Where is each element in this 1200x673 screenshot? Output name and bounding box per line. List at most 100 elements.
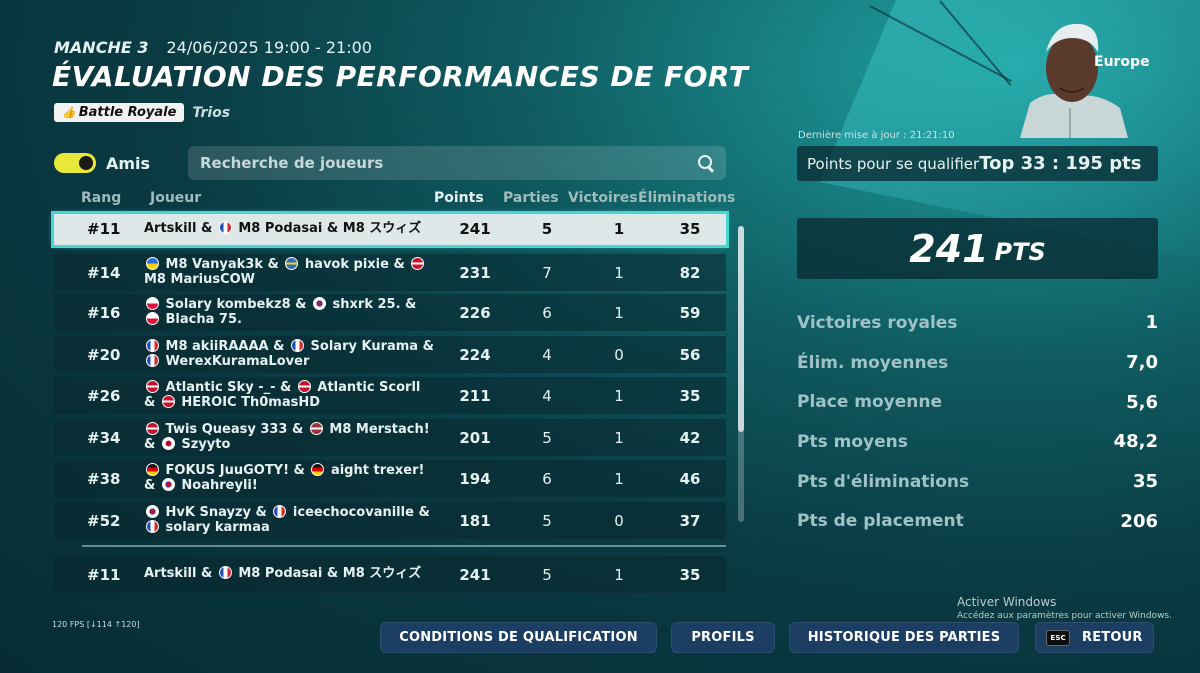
flag-icon xyxy=(146,339,159,352)
leaderboard-row[interactable]: #11 241 5 1 35 Artskill & M8 Podasai & M8 スウィ… xyxy=(51,211,729,248)
search-input[interactable] xyxy=(200,154,698,172)
table-header: Rang Joueur Points Parties Victoires Éli… xyxy=(54,190,735,210)
search-icon[interactable] xyxy=(698,155,714,171)
row-wins: 1 xyxy=(614,304,624,322)
friends-toggle[interactable] xyxy=(54,153,96,173)
row-rank: #16 xyxy=(87,304,121,322)
row-wins: 1 xyxy=(614,566,624,584)
leaderboard-row[interactable]: #34 201 5 1 42 Twis Queasy 333 & M8 Merstach… xyxy=(54,419,726,456)
round-datetime: 24/06/2025 19:00 - 21:00 xyxy=(166,38,372,57)
row-elims: 46 xyxy=(679,470,701,488)
leaderboard-row[interactable]: #20 224 4 0 56 M8 akiiRAAAA & Solary Kurama … xyxy=(54,336,726,373)
row-points: 241 xyxy=(459,566,491,584)
scrollbar[interactable] xyxy=(738,226,744,522)
row-elims: 82 xyxy=(679,264,701,282)
flag-icon xyxy=(297,380,311,393)
row-players: M8 Vanyak3k & havok pixie & M8 MariusCOW xyxy=(144,257,434,287)
row-games: 6 xyxy=(542,304,552,322)
flag-icon xyxy=(291,339,305,352)
qualify-label: Points pour se qualifier xyxy=(807,154,980,173)
stat-row: Place moyenne 5,6 xyxy=(797,382,1158,422)
score-unit: PTS xyxy=(994,237,1046,266)
scrollbar-thumb[interactable] xyxy=(738,226,744,432)
row-rank: #11 xyxy=(87,220,121,238)
thumbs-up-icon: 👍 xyxy=(62,106,76,119)
row-players: Solary kombekz8 & shxrk 25. & Blacha 75. xyxy=(144,297,434,327)
activation-subtitle: Accédez aux paramètres pour activer Wind… xyxy=(957,611,1172,621)
friends-label: Amis xyxy=(106,153,151,173)
row-points: 241 xyxy=(459,220,491,238)
row-wins: 1 xyxy=(614,429,624,447)
row-elims: 42 xyxy=(679,429,701,447)
last-update-label: Dernière mise à jour : 21:21:10 xyxy=(798,130,955,141)
windows-activation-notice: Activer Windows Accédez aux paramètres p… xyxy=(957,595,1172,621)
stat-label: Place moyenne xyxy=(797,392,943,413)
row-elims: 56 xyxy=(679,346,701,364)
row-players: Atlantic Sky -_- & Atlantic Scorll & HER… xyxy=(144,380,421,410)
row-players: FOKUS JuuGOTY! & aight trexer! & Noahrey… xyxy=(144,463,425,493)
score-box: 241 PTS xyxy=(797,218,1158,279)
search-bar[interactable] xyxy=(188,146,726,180)
leaderboard-row[interactable]: #14 231 7 1 82 M8 Vanyak3k & havok pixie & M… xyxy=(54,254,726,291)
back-button-label: RETOUR xyxy=(1081,630,1143,645)
round-label: MANCHE 3 xyxy=(54,38,149,57)
row-points: 211 xyxy=(459,387,491,405)
match-history-button[interactable]: HISTORIQUE DES PARTIES xyxy=(789,622,1019,653)
leaderboard-row[interactable]: #52 181 5 0 37 HvK Snayzy & iceechocovanille… xyxy=(54,502,726,539)
flag-icon xyxy=(146,520,159,533)
region-label: Europe xyxy=(1094,54,1150,70)
stat-row: Pts de placement 206 xyxy=(797,501,1158,541)
mode-row: 👍 Battle Royale Trios xyxy=(54,103,230,122)
col-points[interactable]: Points xyxy=(434,190,484,206)
flag-icon xyxy=(218,566,232,579)
row-games: 4 xyxy=(542,387,552,405)
flag-icon xyxy=(218,221,232,234)
stat-label: Victoires royales xyxy=(797,312,958,333)
col-elims[interactable]: Éliminations xyxy=(638,190,736,206)
flag-icon xyxy=(146,463,159,476)
flag-icon xyxy=(146,257,159,270)
row-elims: 35 xyxy=(679,566,701,584)
row-rank: #11 xyxy=(87,566,121,584)
row-wins: 1 xyxy=(614,470,624,488)
row-rank: #14 xyxy=(87,264,121,282)
profiles-button[interactable]: PROFILS xyxy=(671,622,775,653)
stat-label: Pts moyens xyxy=(797,431,908,452)
mode-badge-label: Battle Royale xyxy=(78,105,177,120)
row-wins: 1 xyxy=(614,264,624,282)
leaderboard-row[interactable]: #38 194 6 1 46 FOKUS JuuGOTY! & aight trexer… xyxy=(54,460,726,497)
activation-title: Activer Windows xyxy=(957,595,1057,609)
flag-icon xyxy=(161,395,175,408)
col-player: Joueur xyxy=(150,190,202,206)
flag-icon xyxy=(161,437,175,450)
player-avatar xyxy=(1020,23,1128,138)
divider xyxy=(82,545,726,547)
own-team-row[interactable]: #11 Artskill & M8 Podasai & M8 スウィズ 241 … xyxy=(54,556,726,593)
col-wins[interactable]: Victoires xyxy=(568,190,638,206)
stat-value: 48,2 xyxy=(1113,431,1158,453)
row-games: 5 xyxy=(542,429,552,447)
col-games[interactable]: Parties xyxy=(503,190,559,206)
leaderboard-row[interactable]: #16 226 6 1 59 Solary kombekz8 & shxrk 25. &… xyxy=(54,294,726,331)
row-players: Twis Queasy 333 & M8 Merstach! & Szyyto xyxy=(144,422,430,452)
fps-counter: 120 FPS [↓114 ↑120] xyxy=(52,620,140,629)
row-games: 4 xyxy=(542,346,552,364)
row-games: 5 xyxy=(542,512,552,530)
score-value: 241 xyxy=(909,226,989,271)
flag-icon xyxy=(311,463,325,476)
stat-value: 5,6 xyxy=(1126,391,1158,413)
qualification-conditions-button[interactable]: CONDITIONS DE QUALIFICATION xyxy=(380,622,657,653)
row-points: 201 xyxy=(459,429,491,447)
friends-toggle-group[interactable]: Amis xyxy=(54,153,150,173)
row-rank: #20 xyxy=(87,346,121,364)
row-elims: 35 xyxy=(679,387,701,405)
row-games: 6 xyxy=(542,470,552,488)
stat-label: Élim. moyennes xyxy=(797,352,949,373)
back-button[interactable]: ESC RETOUR xyxy=(1035,622,1154,653)
row-games: 7 xyxy=(542,264,552,282)
flag-icon xyxy=(146,422,159,435)
flag-icon xyxy=(146,297,159,310)
row-players: M8 akiiRAAAA & Solary Kurama & WerexKura… xyxy=(144,339,434,369)
leaderboard-row[interactable]: #26 211 4 1 35 Atlantic Sky -_- & Atlantic S… xyxy=(54,377,726,414)
row-players: Artskill & M8 Podasai & M8 スウィズ xyxy=(144,221,422,236)
